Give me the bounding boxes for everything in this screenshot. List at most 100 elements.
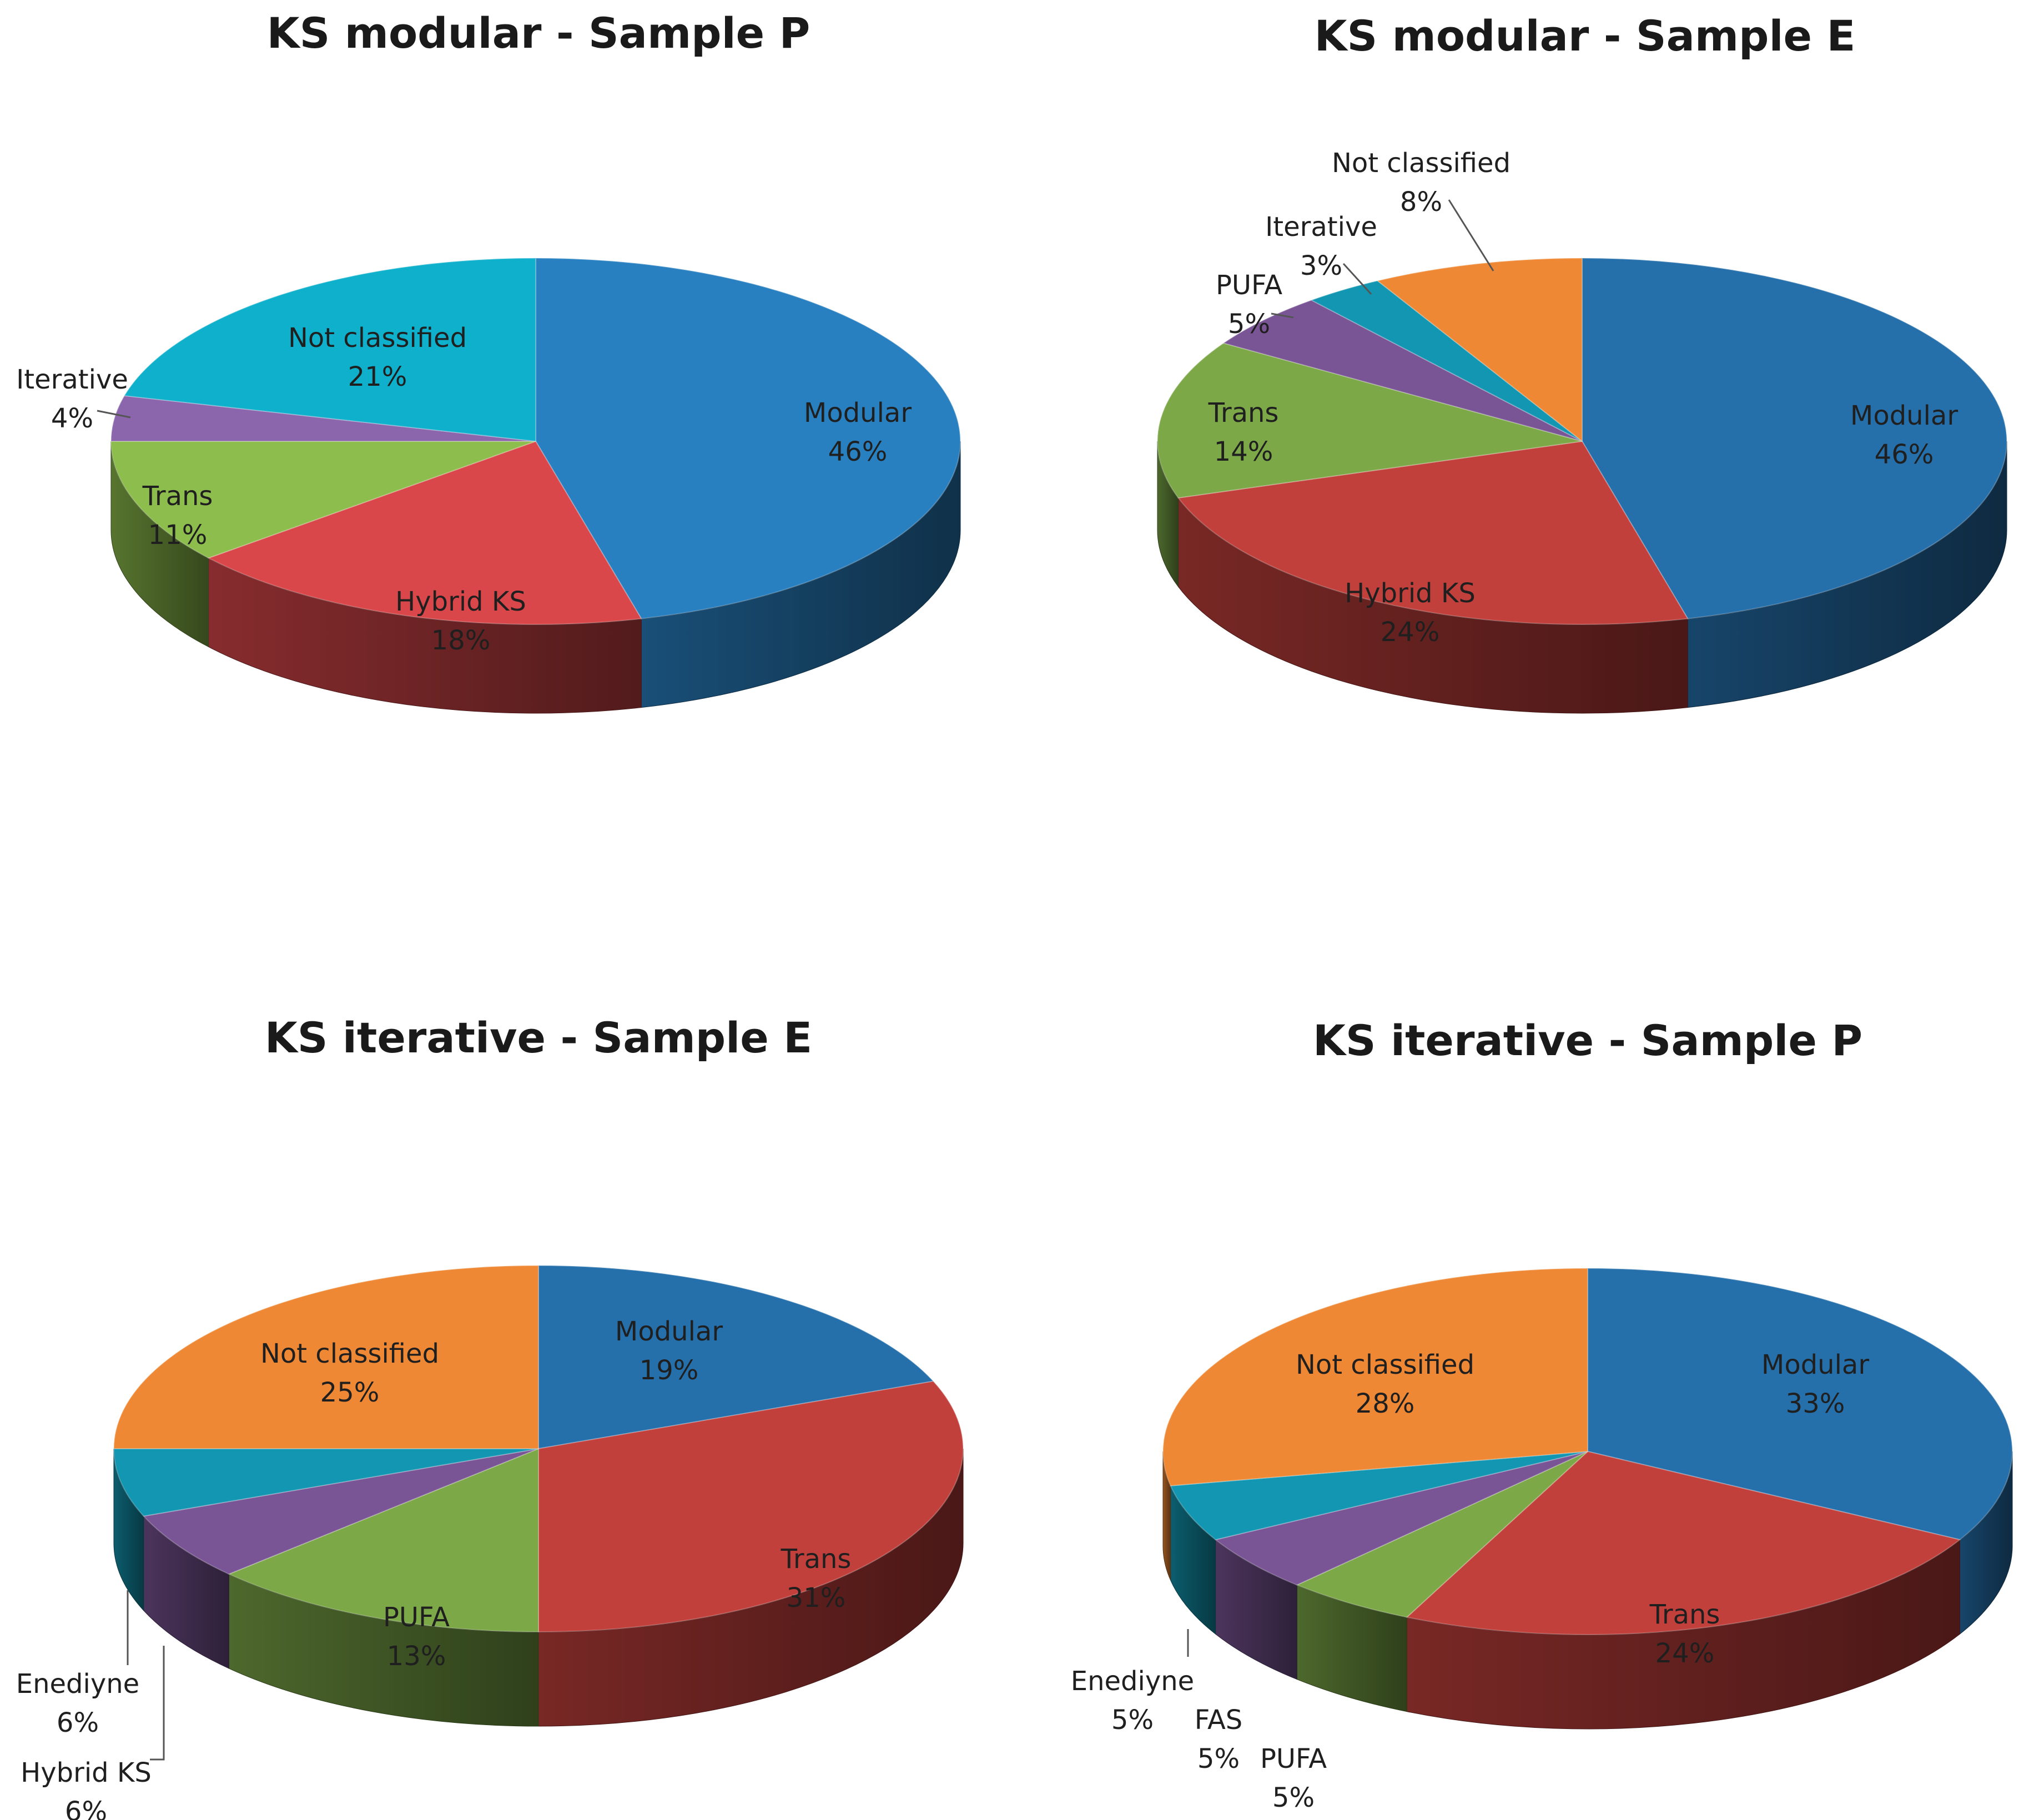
pie-slice-pufa <box>1222 299 1583 442</box>
slice-category-label: Modular <box>804 397 912 428</box>
pie-slice-trans <box>1406 1450 1961 1635</box>
slice-category-label: Hybrid KS <box>395 586 526 617</box>
slice-percent-label: 5% <box>1228 309 1270 340</box>
data-labels: Modular 46% Hybrid KS 24% Trans 14% PUFA 5% Iter… <box>1208 148 1958 648</box>
chart-title: KS modular - Sample P <box>267 8 810 58</box>
data-label-trans: Trans 11% <box>142 481 213 551</box>
pie-slice-modular <box>538 1264 935 1450</box>
chart-title: KS iterative - Sample P <box>1313 1016 1862 1065</box>
data-label-hybrid-ks: Hybrid KS 18% <box>395 586 526 656</box>
pie-slice-fas <box>1214 1451 1588 1586</box>
pie-slice-hybrid-ks <box>142 1448 539 1575</box>
pie-slice-not-classified <box>1162 1267 1588 1486</box>
data-labels: Modular 33% Trans 24% PUFA 5% FAS 5% Enediyne 5% N… <box>1071 1349 1870 1813</box>
data-label-hybrid-ks: Hybrid KS 24% <box>1345 578 1476 648</box>
pie-slice-iterative <box>110 395 536 442</box>
slice-percent-label: 31% <box>787 1582 846 1614</box>
data-label-iterative: Iterative 4% <box>16 364 128 434</box>
data-labels: Modular 46% Hybrid KS 18% Trans 11% Iterative 4… <box>16 322 912 656</box>
pie-chart-4: KS iterative - Sample P Modular 33% Trans 24… <box>1071 1016 2013 1813</box>
slice-category-label: Not classified <box>1296 1349 1474 1380</box>
pie-slice-hybrid-ks <box>1177 440 1689 625</box>
slice-category-label: Modular <box>615 1316 723 1347</box>
slice-percent-label: 46% <box>1875 439 1934 470</box>
data-label-modular: Modular 33% <box>1761 1349 1869 1419</box>
slice-percent-label: 14% <box>1214 436 1273 467</box>
data-label-not-classified: Not classified 8% <box>1332 148 1511 218</box>
slice-percent-label: 11% <box>148 520 208 551</box>
slice-percent-label: 21% <box>348 361 407 392</box>
slice-category-label: Iterative <box>16 364 128 395</box>
slice-percent-label: 6% <box>65 1796 107 1820</box>
pie-chart-2: KS modular - Sample E Modular 46% Hybrid KS… <box>1157 11 2007 714</box>
slice-category-label: Enediyne <box>1071 1666 1194 1697</box>
pie-slice-pufa <box>1295 1451 1588 1618</box>
slice-category-label: Hybrid KS <box>1345 578 1476 609</box>
pie-slice-modular <box>1587 1267 2013 1541</box>
slice-category-label: PUFA <box>1260 1743 1327 1774</box>
pie-chart-3: KS iterative - Sample E Modular 19% Trans 31… <box>16 1013 964 1820</box>
slice-category-label: Iterative <box>1265 211 1377 243</box>
slice-percent-label: 24% <box>1655 1638 1715 1669</box>
data-label-fas: FAS 5% <box>1195 1705 1243 1774</box>
slice-category-label: Enediyne <box>16 1668 139 1700</box>
slice-percent-label: 4% <box>51 403 93 434</box>
data-label-not-classified: Not classified 25% <box>260 1338 439 1408</box>
slice-percent-label: 46% <box>828 436 888 467</box>
slice-percent-label: 3% <box>1300 250 1342 281</box>
slice-percent-label: 19% <box>640 1355 699 1386</box>
leader-line <box>1342 263 1372 295</box>
slice-percent-label: 13% <box>387 1641 446 1672</box>
slice-category-label: Modular <box>1761 1349 1869 1380</box>
pie-slices <box>110 257 961 625</box>
pie-slices <box>1162 1267 2013 1635</box>
slice-percent-label: 5% <box>1111 1705 1154 1736</box>
slice-percent-label: 33% <box>1786 1388 1845 1419</box>
slice-percent-label: 25% <box>320 1377 380 1408</box>
slice-percent-label: 8% <box>1400 186 1442 218</box>
slice-percent-label: 6% <box>57 1707 99 1738</box>
pie-side-walls <box>113 1448 964 1727</box>
pie-slice-enediyne <box>1170 1451 1588 1541</box>
slice-percent-label: 18% <box>431 625 491 656</box>
chart-title: KS modular - Sample E <box>1315 11 1856 61</box>
slice-category-label: Not classified <box>1332 148 1511 179</box>
slice-category-label: Trans <box>1649 1599 1720 1630</box>
data-label-hybrid-ks: Hybrid KS 6% <box>21 1757 152 1820</box>
slice-category-label: Modular <box>1850 400 1958 431</box>
pie-slice-not-classified <box>113 1264 539 1449</box>
data-label-modular: Modular 19% <box>615 1316 723 1386</box>
data-label-not-classified: Not classified 28% <box>1296 1349 1474 1419</box>
data-label-iterative: Iterative 3% <box>1265 211 1377 281</box>
pie-slice-hybrid-ks <box>207 440 642 625</box>
pie-slices <box>1157 257 2007 625</box>
slice-percent-label: 5% <box>1272 1782 1315 1813</box>
data-label-trans: Trans 24% <box>1649 1599 1720 1669</box>
data-label-not-classified: Not classified 21% <box>288 322 467 392</box>
pie-slice-modular <box>535 257 961 619</box>
data-label-enediyne: Enediyne 6% <box>16 1668 139 1738</box>
slice-category-label: Trans <box>781 1544 852 1575</box>
slice-category-label: Trans <box>142 481 213 512</box>
slice-category-label: Hybrid KS <box>21 1757 152 1788</box>
slice-percent-label: 5% <box>1197 1743 1240 1774</box>
data-label-pufa: PUFA 5% <box>1216 270 1282 340</box>
chart-title: KS iterative - Sample E <box>265 1013 812 1062</box>
pie-slice-pufa <box>227 1448 539 1633</box>
data-label-modular: Modular 46% <box>1850 400 1958 470</box>
leader-line <box>150 1646 165 1761</box>
slice-category-label: PUFA <box>1216 270 1282 301</box>
slice-category-label: Trans <box>1208 397 1279 428</box>
slice-category-label: FAS <box>1195 1705 1243 1736</box>
slice-category-label: Not classified <box>288 322 467 354</box>
pie-side-walls <box>1162 1451 2013 1730</box>
pie-side-walls <box>1157 441 2007 714</box>
data-label-pufa: PUFA 13% <box>383 1602 450 1672</box>
data-label-pufa: PUFA 5% <box>1260 1743 1327 1813</box>
pie-slice-not-classified <box>123 257 536 442</box>
pie-chart-1: KS modular - Sample P Modular 46% Hybrid KS… <box>16 8 961 714</box>
slice-percent-label: 28% <box>1356 1388 1415 1419</box>
pie-slice-trans <box>538 1380 964 1633</box>
slice-percent-label: 24% <box>1381 617 1440 648</box>
